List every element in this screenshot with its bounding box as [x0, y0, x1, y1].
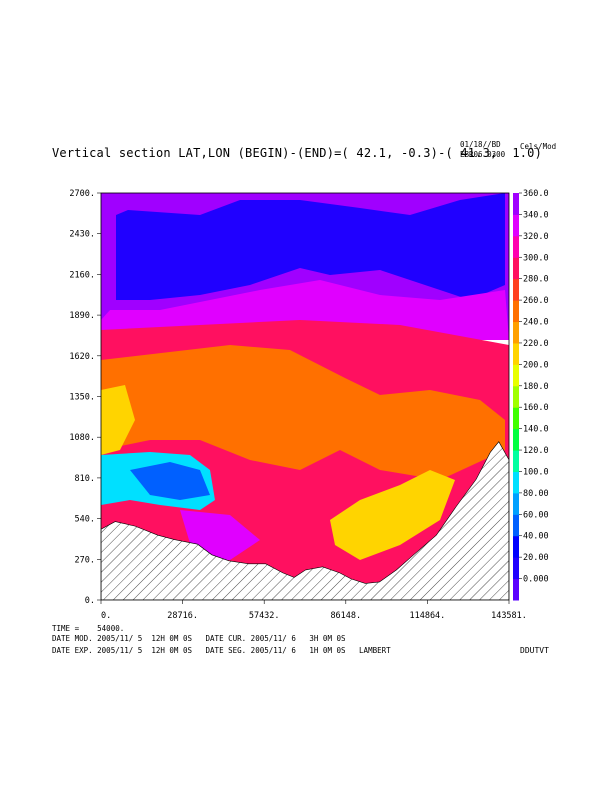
contour-region-yellow-right: [330, 470, 455, 560]
colorbar-swatch: [513, 342, 519, 365]
colorbar-swatch: [513, 450, 519, 472]
y-tick-label: 1620.: [69, 352, 95, 362]
colorbar-swatch: [513, 235, 519, 258]
y-tick-label: 0.: [85, 596, 95, 606]
colorbar-label: 180.0: [523, 382, 549, 392]
y-tick-label: 270.: [75, 555, 95, 565]
contour-region-orange: [101, 345, 505, 480]
contour-region-blue-core: [130, 462, 210, 500]
y-tick-label: 1350.: [69, 393, 95, 403]
chart-title: Vertical section LAT,LON (BEGIN)-(END)=(…: [52, 146, 543, 160]
colorbar-label: 80.00: [523, 489, 549, 499]
colorbar-swatch: [513, 578, 519, 601]
colorbar-label: 240.0: [523, 318, 549, 328]
colorbar-label: 120.0: [523, 446, 549, 456]
colorbar-swatch: [513, 428, 519, 451]
colorbar-swatch: [513, 214, 519, 237]
colorbar-swatch: [513, 557, 519, 580]
colorbar-label: 0.000: [523, 575, 549, 585]
colorbar-label: 340.0: [523, 210, 549, 220]
colorbar-swatch: [513, 257, 519, 280]
colorbar-label: 260.0: [523, 296, 549, 306]
y-tick-label: 1890.: [69, 311, 95, 321]
colorbar-label: 200.0: [523, 360, 549, 370]
contour-region-blue-plume: [470, 240, 505, 285]
colorbar-label: 220.0: [523, 339, 549, 349]
colorbar-label: 320.0: [523, 232, 549, 242]
y-tick-label: 810.: [75, 474, 95, 484]
colorbar-swatch: [513, 407, 519, 430]
run-date: 01/18//BD: [460, 140, 501, 149]
contour-region-blue: [116, 193, 505, 300]
colorbar-swatch: [513, 321, 519, 344]
contour-region-yellow-left: [101, 385, 135, 455]
x-tick-label: 0.: [101, 611, 111, 621]
experiment-id: EBR06 0300: [460, 150, 506, 159]
colorbar-swatch: [513, 364, 519, 387]
date-exp-line: DATE EXP. 2005/11/ 5 12H 0M 0S DATE SEG.…: [52, 646, 391, 655]
colorbar-label: 100.0: [523, 467, 549, 477]
colorbar-swatch: [513, 535, 519, 558]
y-axis: 0. 270. 540. 810. 1080. 1350. 1620. 1890. 2160. 2…: [69, 189, 101, 606]
colorbar-label: 60.00: [523, 510, 549, 520]
terrain-outline: [101, 441, 509, 600]
diagnostic-code: DDUTVT: [520, 646, 549, 655]
colorbar-label: 360.0: [523, 189, 549, 199]
colorbar-label: 280.0: [523, 275, 549, 285]
y-tick-label: 2430.: [69, 230, 95, 240]
colorbar-label: 140.0: [523, 425, 549, 435]
colorbar-swatch: [513, 278, 519, 301]
x-axis: 0. 28716. 57432. 86148. 114864. 143581.: [100, 600, 527, 621]
colorbar-label: 300.0: [523, 253, 549, 263]
colorbar-swatch: [513, 514, 519, 537]
colorbar-swatch: [513, 492, 519, 515]
x-tick-label: 86148.: [330, 611, 361, 621]
colorbar-label: 40.00: [523, 532, 549, 542]
colorbar-label: 20.00: [523, 553, 549, 563]
colorbar-swatch: [513, 385, 519, 408]
colorbar-label: 160.0: [523, 403, 549, 413]
contour-field: [101, 193, 509, 600]
colorbar-swatch: [513, 193, 519, 215]
y-tick-label: 540.: [75, 515, 95, 525]
colorbar-swatch: [513, 471, 519, 494]
unit-label: Cels/Mod: [520, 142, 557, 151]
colorbar: 0.000 20.00 40.00 60.00 80.00 100.0 120.0 140.0…: [513, 189, 549, 601]
terrain-hatch: [101, 441, 509, 600]
y-tick-label: 1080.: [69, 433, 95, 443]
colorbar-swatch: [513, 300, 519, 323]
x-tick-label: 57432.: [249, 611, 280, 621]
y-tick-label: 2700.: [69, 189, 95, 199]
x-tick-label: 28716.: [167, 611, 198, 621]
y-tick-label: 2160.: [69, 270, 95, 280]
date-mod-line: DATE MOD. 2005/11/ 5 12H 0M 0S DATE CUR.…: [52, 634, 346, 643]
x-tick-label: 114864.: [409, 611, 445, 621]
x-tick-label: 143581.: [491, 611, 527, 621]
time-label: TIME = 54000.: [52, 624, 125, 633]
